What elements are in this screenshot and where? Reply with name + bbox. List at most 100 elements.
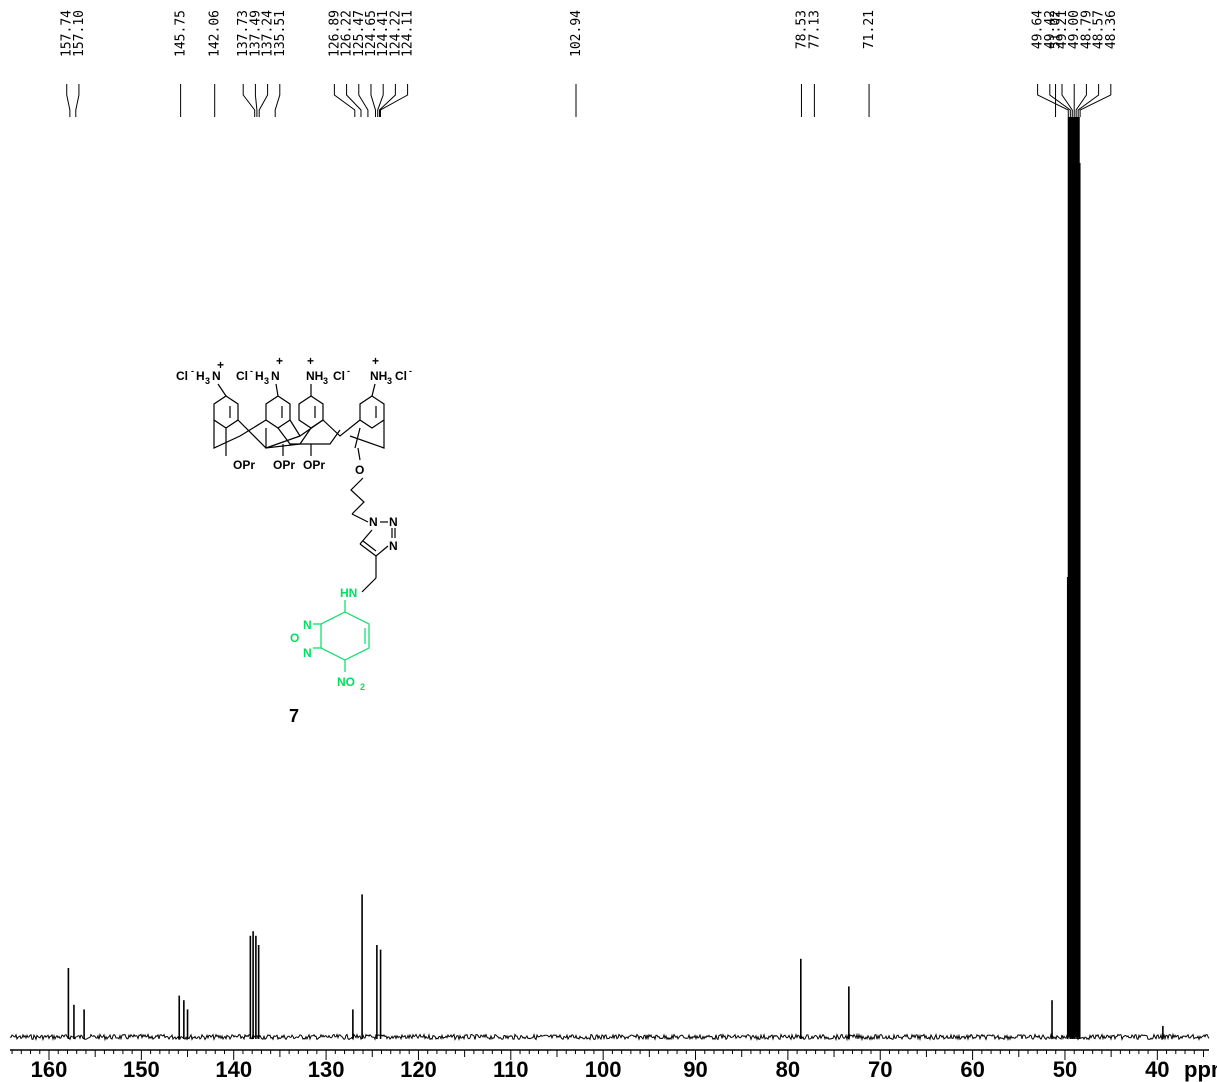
peak-leader-line (1037, 84, 1069, 117)
solvent-peak-block (1067, 117, 1080, 1037)
spectrum-trace-group (9, 117, 1210, 1042)
peak-label: 49.42 (1043, 10, 1058, 49)
peak-leader-line (1075, 84, 1087, 117)
x-tick-label: 150 (123, 1057, 160, 1082)
peak-label: 48.79 (1079, 10, 1094, 49)
minus-sign-2: - (250, 366, 253, 376)
peak-leader-line (1049, 84, 1071, 117)
molecule-structure: Cl - H 3 N + Cl - H 3 N + + NH 3 Cl - + … (176, 354, 412, 692)
triazole-n1-label: N (369, 515, 378, 529)
x-tick-label: 130 (308, 1057, 345, 1082)
x-tick-label: 140 (215, 1057, 252, 1082)
peak-label: 157.74 (60, 10, 75, 57)
x-tick-label: 60 (960, 1057, 984, 1082)
peak-leader-line (75, 84, 80, 117)
peak-label: 137.73 (236, 10, 251, 57)
peak-leader-line (1061, 84, 1073, 117)
peak-leader-line (346, 84, 362, 117)
nbd-benzene-ring (320, 611, 370, 661)
peak-leader-line (377, 84, 384, 117)
subscript-3-d: 3 (387, 376, 392, 386)
h3n-label-1: H (196, 369, 205, 383)
cl-minus-label-4: Cl (395, 369, 407, 383)
nh3-label-4: NH (370, 369, 387, 383)
x-axis-unit-label: ppm (1184, 1057, 1217, 1082)
peak-label: 125.47 (352, 10, 367, 57)
nbd-n-top-label: N (303, 618, 312, 632)
peak-leader-line (258, 84, 269, 117)
peak-label: 49.64 (1031, 10, 1046, 49)
x-tick-label: 160 (31, 1057, 68, 1082)
peak-label: 137.49 (248, 10, 263, 57)
hn-label: HN (340, 586, 357, 600)
peak-label: 124.41 (376, 10, 391, 57)
cl-minus-label-3: Cl (333, 369, 345, 383)
minor-tick-group (11, 1050, 1204, 1057)
peak-leader-line (274, 84, 281, 117)
ether-oxygen-label: O (355, 463, 364, 477)
subscript-3-b: 3 (264, 376, 269, 386)
peak-leader-line (379, 84, 409, 117)
opr-label-1: OPr (233, 458, 255, 472)
x-tick-label: 50 (1053, 1057, 1077, 1082)
peak-label: 135.51 (273, 10, 288, 57)
cl-minus-label-1: Cl (176, 369, 188, 383)
no2-label: NO (337, 675, 355, 689)
peak-leader-line (370, 84, 376, 117)
spectrum-baseline (9, 1032, 1210, 1042)
peak-leader-line (254, 84, 258, 117)
peak-label: 48.36 (1104, 10, 1119, 49)
subscript-2: 2 (360, 682, 365, 692)
peak-label: 126.22 (340, 10, 355, 57)
peak-label: 49.00 (1067, 10, 1082, 49)
n-atom-1: N (212, 369, 221, 383)
subscript-3-a: 3 (205, 376, 210, 386)
aryl-ring-4 (359, 395, 385, 429)
x-tick-label: 80 (776, 1057, 800, 1082)
nbd-o-label: O (290, 631, 299, 645)
x-tick-label: 40 (1145, 1057, 1169, 1082)
plus-sign-1: + (217, 358, 224, 372)
triazole-n3-label: N (389, 539, 398, 553)
peak-label: 78.53 (794, 10, 809, 49)
plus-sign-2: + (276, 354, 283, 368)
x-tick-label: 70 (868, 1057, 892, 1082)
nbd-n-bottom-label: N (303, 646, 312, 660)
opr-label-2: OPr (273, 458, 295, 472)
peak-leader-line (1079, 84, 1112, 117)
peak-label: 157.10 (72, 10, 87, 57)
peak-label: 137.24 (261, 10, 276, 57)
x-tick-label: 110 (493, 1057, 529, 1082)
peak-label: 49.21 (1055, 10, 1070, 49)
minus-sign-4: - (409, 366, 412, 376)
peak-label: 102.94 (569, 10, 584, 57)
major-tick-group: 1601501401301201101009080706050403020 (31, 1050, 1170, 1082)
h3n-label-2: H (255, 369, 264, 383)
peak-label: 124.22 (388, 10, 403, 57)
peak-leader-line (66, 84, 71, 117)
cl-minus-label-2: Cl (236, 369, 248, 383)
aryl-ring-2 (265, 395, 291, 429)
compound-number: 7 (289, 706, 299, 726)
minus-sign-1: - (191, 366, 194, 376)
peak-label: 126.89 (327, 10, 342, 57)
peak-label: 48.57 (1092, 10, 1107, 49)
aryl-ring-1 (213, 395, 239, 429)
x-tick-label: 100 (585, 1057, 622, 1082)
opr-label-3: OPr (303, 458, 325, 472)
plus-sign-3: + (307, 354, 314, 368)
peak-label: 124.65 (364, 10, 379, 57)
peak-leader-line (378, 84, 396, 117)
peak-label: 71.21 (862, 10, 877, 49)
peak-label: 124.11 (401, 10, 416, 57)
nh3-label-3: NH (306, 369, 323, 383)
x-tick-label: 90 (683, 1057, 707, 1082)
peak-leader-line (333, 84, 356, 117)
peak-label: 142.06 (208, 10, 223, 57)
peak-leader-line (358, 84, 369, 117)
plus-sign-4: + (372, 354, 379, 368)
peak-label: 145.75 (174, 10, 189, 57)
peak-leader-line (242, 84, 256, 117)
